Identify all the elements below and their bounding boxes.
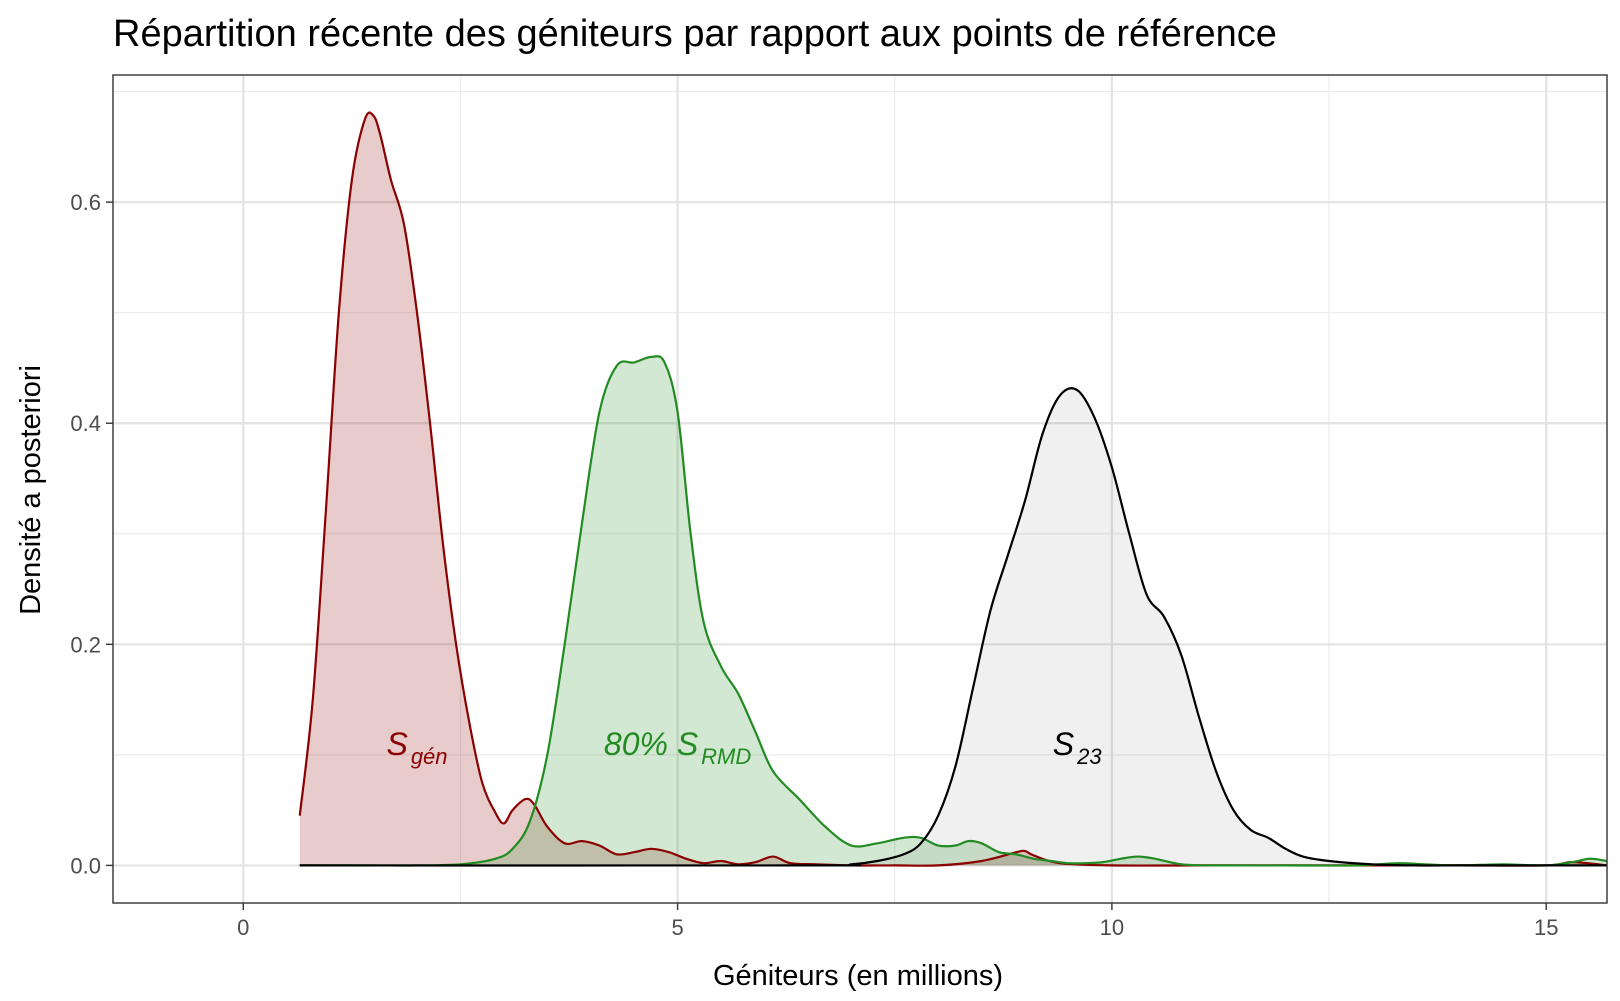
x-tick-label: 5 [671, 915, 683, 940]
chart-title: Répartition récente des géniteurs par ra… [113, 13, 1277, 55]
x-axis-title: Géniteurs (en millions) [713, 960, 1003, 992]
x-tick-label: 0 [237, 915, 249, 940]
y-tick-label: 0.2 [70, 632, 101, 657]
density-line-srmd [299, 355, 1607, 867]
plot-panel-border [112, 74, 1608, 904]
density-area-srmd [299, 356, 1607, 866]
density-area-sgen [299, 112, 1607, 866]
x-axis: 0 5 10 15 [237, 903, 1558, 940]
annotation-80-s-rmd: 80% S RMD [604, 726, 751, 769]
y-tick-label: 0.6 [70, 190, 101, 215]
annotation-s-23: S 23 [1053, 726, 1103, 769]
y-tick-label: 0.0 [70, 853, 101, 878]
y-tick-label: 0.4 [70, 411, 101, 436]
density-line-sgen [298, 111, 1607, 867]
x-tick-label: 10 [1100, 915, 1124, 940]
density-layer [298, 111, 1607, 867]
density-area-s23 [299, 388, 1607, 866]
y-axis: 0.0 0.2 0.4 0.6 [70, 190, 113, 878]
density-areas [298, 111, 1607, 867]
density-line-s23 [299, 387, 1607, 867]
x-tick-label: 15 [1534, 915, 1558, 940]
y-axis-title: Densité a posteriori [15, 365, 47, 615]
